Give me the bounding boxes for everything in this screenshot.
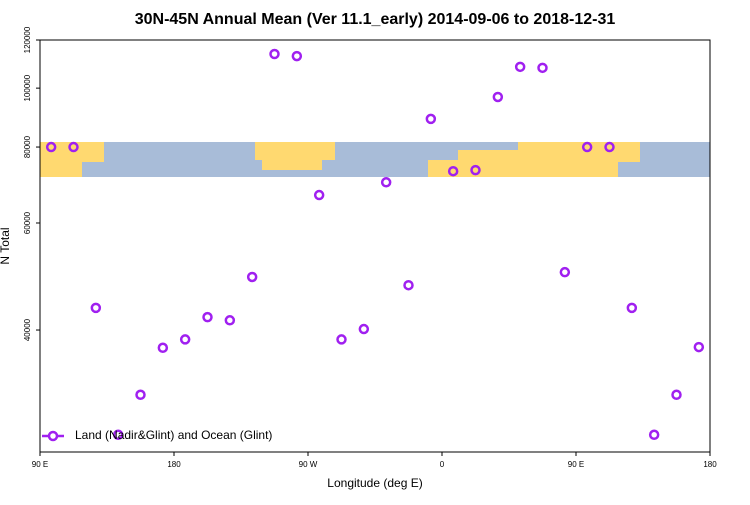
point bbox=[90, 302, 102, 314]
point bbox=[336, 334, 347, 345]
point bbox=[581, 141, 593, 153]
point bbox=[425, 113, 437, 125]
point bbox=[537, 62, 548, 74]
point bbox=[112, 429, 124, 441]
point bbox=[626, 302, 638, 314]
point bbox=[202, 311, 213, 323]
x-tick-label: 0 bbox=[440, 460, 445, 469]
plot-frame bbox=[39, 39, 711, 453]
point bbox=[45, 141, 57, 153]
point bbox=[559, 266, 571, 278]
x-tick-label: 180 bbox=[703, 460, 717, 469]
point bbox=[492, 91, 504, 103]
y-tick-label: 40000 bbox=[23, 318, 32, 341]
y-tick-label: 120000 bbox=[23, 26, 32, 53]
point bbox=[135, 389, 146, 401]
legend-marker bbox=[47, 430, 59, 442]
point bbox=[358, 323, 370, 335]
point bbox=[514, 61, 526, 73]
x-tick-label: 180 bbox=[167, 460, 181, 469]
map-band bbox=[40, 142, 710, 177]
point bbox=[224, 315, 236, 326]
point bbox=[313, 189, 325, 201]
chart-title: 30N-45N Annual Mean (Ver 11.1_early) 201… bbox=[135, 11, 616, 28]
x-axis-label: Longitude (deg E) bbox=[327, 476, 422, 490]
y-tick-label: 80000 bbox=[23, 135, 32, 158]
point bbox=[470, 164, 481, 176]
x-tick-label: 90 E bbox=[568, 460, 584, 469]
point bbox=[648, 429, 660, 441]
point bbox=[671, 389, 682, 401]
point bbox=[68, 141, 79, 153]
point bbox=[380, 177, 392, 188]
point bbox=[269, 48, 280, 60]
x-tick-label: 90 W bbox=[299, 460, 318, 469]
point bbox=[403, 279, 414, 291]
point bbox=[447, 165, 459, 177]
point bbox=[246, 271, 258, 283]
y-axis-label: N Total bbox=[0, 227, 12, 264]
point bbox=[291, 50, 303, 62]
point bbox=[157, 342, 169, 354]
x-tick-label: 90 E bbox=[32, 460, 48, 469]
legend-label: Land (Nadir&Glint) and Ocean (Glint) bbox=[75, 428, 272, 442]
point bbox=[179, 334, 191, 345]
point bbox=[693, 341, 705, 353]
point bbox=[604, 141, 615, 153]
y-tick-label: 60000 bbox=[23, 211, 32, 234]
y-tick-label: 100000 bbox=[23, 74, 32, 101]
